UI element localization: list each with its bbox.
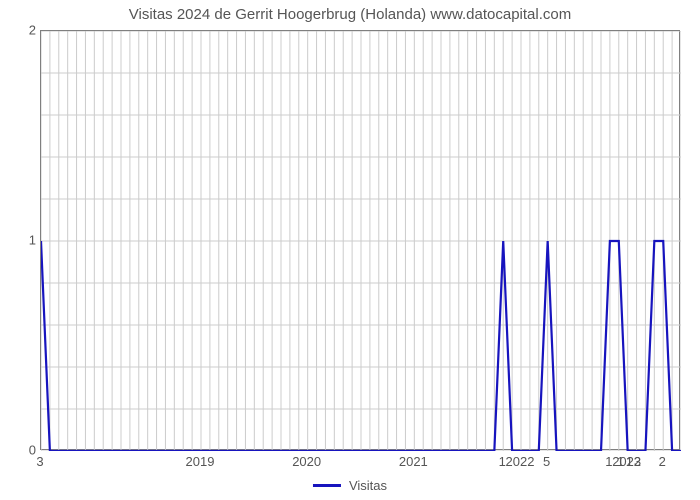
y-tick-label: 2 [6,23,36,38]
x-annotation: 5 [543,454,550,469]
chart-container: { "chart": { "type": "line", "title": "V… [0,0,700,500]
y-tick-label: 0 [6,443,36,458]
x-annotation: 1 [499,454,506,469]
legend: Visitas [313,478,387,493]
x-annotation: 2 [634,454,641,469]
x-tick-label: 2022 [506,454,535,469]
chart-svg [41,31,681,451]
y-tick-label: 1 [6,233,36,248]
x-tick-label: 2019 [186,454,215,469]
plot-area [40,30,680,450]
chart-title: Visitas 2024 de Gerrit Hoogerbrug (Holan… [0,6,700,23]
x-annotation: 2 [659,454,666,469]
x-annotation: 1 [626,454,633,469]
x-left-edge-label: 3 [36,454,43,469]
legend-label: Visitas [349,478,387,493]
x-annotation: 1 [617,454,624,469]
x-tick-label: 2021 [399,454,428,469]
x-tick-label: 2020 [292,454,321,469]
x-annotation: 1 [605,454,612,469]
legend-swatch [313,484,341,487]
